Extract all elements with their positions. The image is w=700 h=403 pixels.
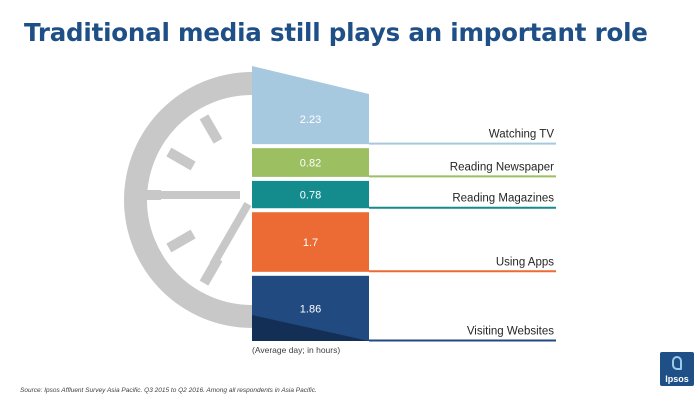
bar-segment-reading-magazines xyxy=(252,180,369,209)
bar-segment-using-apps xyxy=(252,212,369,272)
bar-value-label: 0.82 xyxy=(300,158,321,170)
bar-value-label: 1.7 xyxy=(303,237,318,249)
category-label-using-apps: Using Apps xyxy=(496,256,554,268)
category-label-watching-tv: Watching TV xyxy=(489,129,555,141)
logo-text: Ipsos xyxy=(665,374,689,384)
category-label-reading-newspaper: Reading Newspaper xyxy=(450,161,554,173)
bar-segment-reading-newspaper xyxy=(252,148,369,177)
chart-title: Traditional media still plays an importa… xyxy=(24,18,648,47)
unit-note: (Average day; in hours) xyxy=(252,345,341,355)
source-note: Source: Ipsos Affluent Survey Asia Pacif… xyxy=(20,387,317,394)
clock-icon xyxy=(124,72,252,328)
bar-segment-watching-tv xyxy=(252,66,369,145)
bar-value-label: 1.86 xyxy=(300,303,321,315)
logo-mark-icon xyxy=(672,356,682,370)
bar-value-label: 0.78 xyxy=(300,190,321,202)
bar-series: 2.23 Watching TV 0.82 Reading Newspaper 0.78… xyxy=(252,66,556,342)
ipsos-logo: Ipsos xyxy=(660,352,694,386)
category-label-reading-magazines: Reading Magazines xyxy=(452,193,554,205)
category-label-visiting-websites: Visiting Websites xyxy=(467,326,554,338)
bar-shade-visiting-websites xyxy=(252,315,369,341)
bar-value-label: 2.23 xyxy=(300,114,321,126)
